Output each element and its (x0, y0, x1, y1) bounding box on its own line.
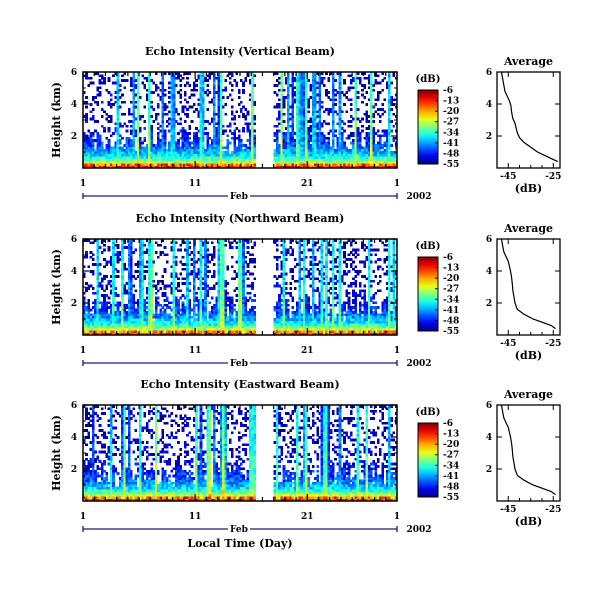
colorbar-tick-label: -13 (443, 97, 459, 107)
x-tick-label: 1 (394, 512, 400, 522)
colorbar-tick-label: -41 (443, 139, 459, 149)
chart-title: Echo Intensity (Vertical Beam) (145, 45, 335, 58)
average-x-tick-label: -25 (545, 172, 561, 182)
colorbar-tick-label: -6 (443, 419, 453, 429)
x-tick-label: 21 (301, 179, 314, 189)
average-frame (496, 71, 561, 169)
colorbar-tick-label: -34 (443, 128, 459, 138)
heatmap-cells (83, 72, 398, 169)
colorbar (417, 89, 439, 165)
y-tick-label: 6 (71, 235, 77, 245)
average-frame (496, 404, 561, 502)
average-x-label: (dB) (515, 182, 542, 195)
y-tick-label: 2 (71, 465, 77, 475)
panel-1: Echo Intensity (Northward Beam) 6 4 2 Height… (50, 212, 561, 369)
average-title: Average (503, 222, 553, 235)
colorbar-tick-label: -41 (443, 472, 459, 482)
average-x-tick-label: -45 (500, 505, 516, 515)
average-y-tick-label: 2 (486, 132, 492, 142)
colorbar-tick-label: -6 (443, 253, 453, 263)
colorbar-tick-label: -48 (443, 149, 459, 159)
colorbar-tick-label: -27 (443, 118, 459, 128)
average-profile-line (500, 404, 556, 496)
y-tick-label: 2 (71, 132, 77, 142)
average-x-tick-label: -25 (545, 339, 561, 349)
average-x-tick-label: -45 (500, 339, 516, 349)
colorbar-tick-label: -34 (443, 295, 459, 305)
colorbar-tick-label: -6 (443, 86, 453, 96)
colorbar-tick-label: -55 (443, 327, 459, 337)
colorbar-unit: (dB) (416, 407, 441, 418)
colorbar-tick-label: -20 (443, 107, 459, 117)
x-axis-label: Local Time (Day) (187, 537, 292, 550)
colorbar-tick-label: -27 (443, 451, 459, 461)
average-y-tick-label: 4 (486, 267, 492, 277)
x-tick-label: 1 (80, 179, 86, 189)
average-y-tick-label: 4 (486, 100, 492, 110)
x-tick-label: 1 (394, 179, 400, 189)
chart-title: Echo Intensity (Eastward Beam) (140, 378, 339, 391)
average-y-tick-label: 2 (486, 465, 492, 475)
y-tick-label: 6 (71, 401, 77, 411)
year-label: 2002 (406, 192, 431, 202)
average-profile-line (500, 71, 559, 163)
average-profile-line (500, 238, 556, 330)
colorbar-unit: (dB) (416, 74, 441, 85)
colorbar-tick-label: -20 (443, 440, 459, 450)
panel-0: Echo Intensity (Vertical Beam) 6 4 2 Height … (50, 45, 561, 202)
y-axis-label: Height (km) (50, 249, 63, 325)
colorbar-tick-label: -55 (443, 493, 459, 503)
average-x-tick-label: -45 (500, 172, 516, 182)
average-x-tick-label: -25 (545, 505, 561, 515)
average-title: Average (503, 388, 553, 401)
average-title: Average (503, 55, 553, 68)
heatmap-cells (83, 405, 398, 502)
average-frame (496, 238, 561, 336)
colorbar (417, 422, 439, 498)
colorbar-tick-label: -20 (443, 274, 459, 284)
month-label: Feb (230, 192, 248, 202)
colorbar-tick-label: -27 (443, 285, 459, 295)
colorbar-tick-label: -13 (443, 264, 459, 274)
x-tick-label: 11 (189, 346, 202, 356)
average-y-tick-label: 6 (486, 235, 492, 245)
y-tick-label: 4 (71, 267, 77, 277)
y-axis-label: Height (km) (50, 82, 63, 158)
x-tick-label: 1 (394, 346, 400, 356)
colorbar-tick-label: -41 (443, 306, 459, 316)
y-tick-label: 6 (71, 68, 77, 78)
colorbar (417, 256, 439, 332)
average-x-label: (dB) (515, 515, 542, 528)
x-tick-label: 1 (80, 512, 86, 522)
y-axis-label: Height (km) (50, 415, 63, 491)
colorbar-tick-label: -48 (443, 482, 459, 492)
average-x-label: (dB) (515, 349, 542, 362)
x-tick-label: 1 (80, 346, 86, 356)
colorbar-tick-label: -34 (443, 461, 459, 471)
month-label: Feb (230, 525, 248, 535)
average-y-tick-label: 4 (486, 433, 492, 443)
panel-2: Echo Intensity (Eastward Beam) 6 4 2 Height … (50, 378, 561, 550)
x-tick-label: 11 (189, 512, 202, 522)
x-tick-label: 11 (189, 179, 202, 189)
colorbar-tick-label: -48 (443, 316, 459, 326)
month-label: Feb (230, 359, 248, 369)
average-y-tick-label: 6 (486, 401, 492, 411)
year-label: 2002 (406, 359, 431, 369)
y-tick-label: 4 (71, 100, 77, 110)
average-y-tick-label: 2 (486, 299, 492, 309)
year-label: 2002 (406, 525, 431, 535)
colorbar-unit: (dB) (416, 241, 441, 252)
x-tick-label: 21 (301, 512, 314, 522)
average-y-tick-label: 6 (486, 68, 492, 78)
chart-title: Echo Intensity (Northward Beam) (136, 212, 345, 225)
y-tick-label: 4 (71, 433, 77, 443)
colorbar-tick-label: -55 (443, 160, 459, 170)
x-tick-label: 21 (301, 346, 314, 356)
colorbar-tick-label: -13 (443, 430, 459, 440)
y-tick-label: 2 (71, 299, 77, 309)
heatmap-cells (83, 239, 398, 336)
